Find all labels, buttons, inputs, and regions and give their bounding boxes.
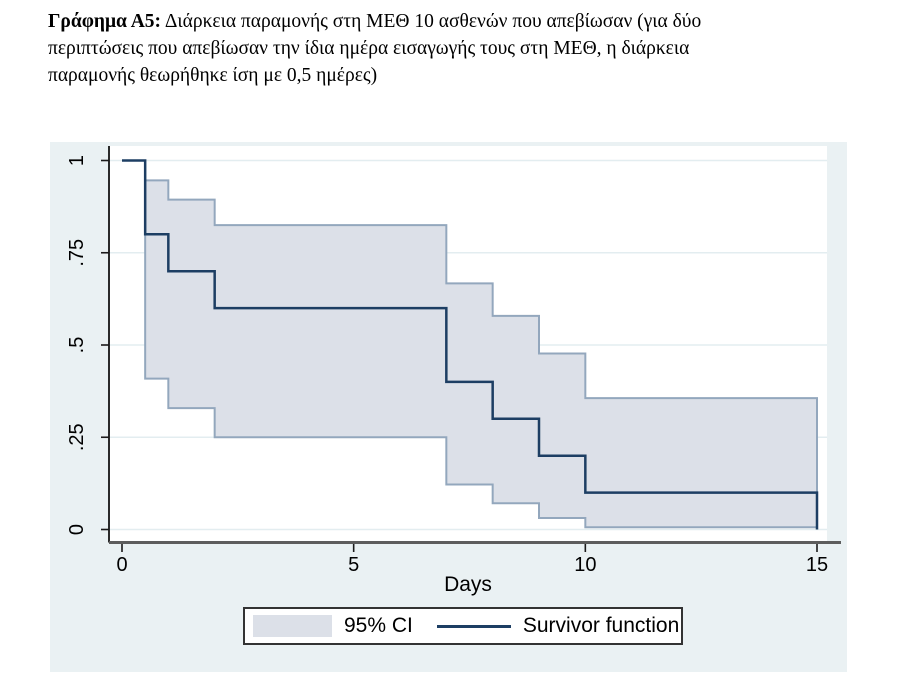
svg-text:0: 0 xyxy=(66,524,88,535)
survival-chart: 0.25.5.75 1 0 5 10 15 Days 95% CI Survivor fu… xyxy=(50,142,847,672)
caption-label: Γράφημα Α5: xyxy=(48,11,162,32)
tick-marks xyxy=(101,159,818,552)
svg-text:1: 1 xyxy=(66,155,88,166)
caption-line-1-text: Διάρκεια παραμονής στη ΜΕΘ 10 ασθενών πο… xyxy=(164,11,702,32)
survivor-line xyxy=(122,159,819,530)
svg-text:0: 0 xyxy=(116,554,127,576)
x-axis-title: Days xyxy=(444,573,492,596)
svg-text:5: 5 xyxy=(348,554,359,576)
caption-line-1: Γράφημα Α5: Διάρκεια παραμονής στη ΜΕΘ 1… xyxy=(48,8,860,35)
svg-text:.25: .25 xyxy=(66,423,88,451)
legend: 95% CI Survivor function xyxy=(243,607,683,645)
caption-line-2: περιπτώσεις που απεβίωσαν την ίδια ημέρα… xyxy=(48,38,690,59)
legend-ci-label: 95% CI xyxy=(344,614,413,637)
legend-survivor-label: Survivor function xyxy=(522,614,680,637)
caption-line-3: παραμονής θεωρήθηκε ίση με 0,5 ημέρες) xyxy=(48,65,378,86)
svg-text:.75: .75 xyxy=(66,239,88,267)
legend-line-swatch-icon xyxy=(436,624,511,628)
svg-text:15: 15 xyxy=(806,554,828,576)
legend-ci-swatch-icon xyxy=(253,615,332,637)
caption: Γράφημα Α5: Διάρκεια παραμονής στη ΜΕΘ 1… xyxy=(48,8,860,89)
svg-text:10: 10 xyxy=(574,554,596,576)
svg-text:.5: .5 xyxy=(66,337,88,354)
